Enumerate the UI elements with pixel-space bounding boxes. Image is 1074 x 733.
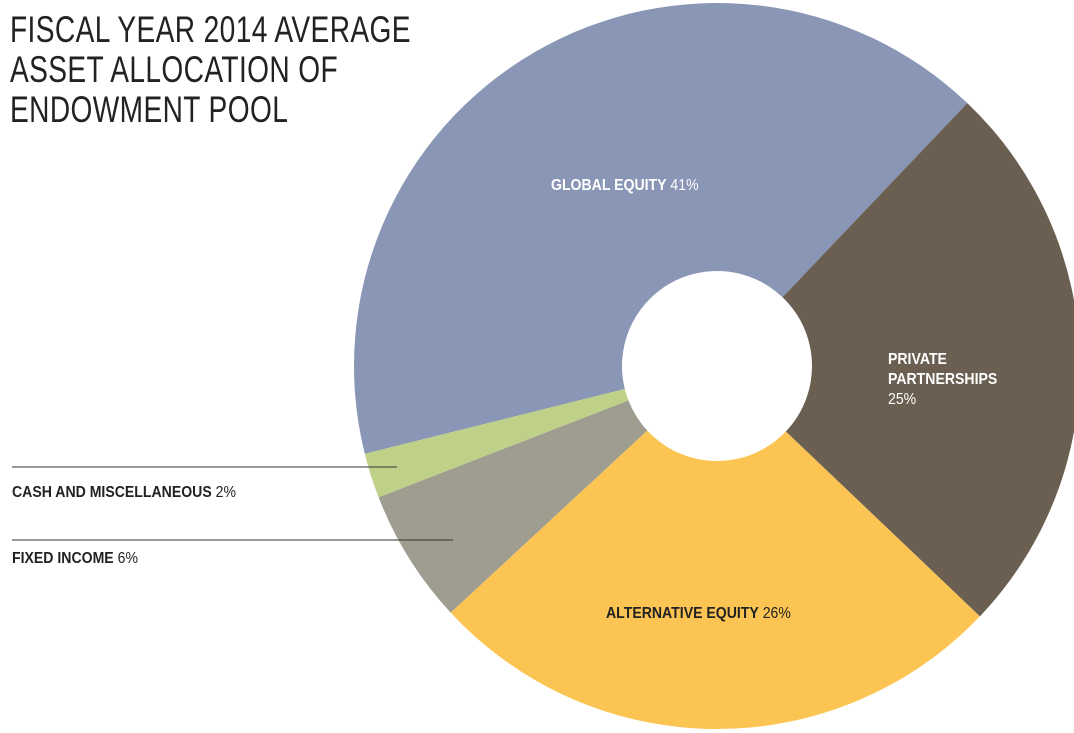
slice-name: PRIVATE PARTNERSHIPS bbox=[888, 351, 998, 388]
slice-label: ALTERNATIVE EQUITY 26% bbox=[606, 604, 870, 624]
slice-label: CASH AND MISCELLANEOUS 2% bbox=[12, 483, 320, 503]
donut-slice bbox=[378, 400, 648, 613]
donut-slice bbox=[364, 388, 629, 498]
slice-name: CASH AND MISCELLANEOUS bbox=[12, 484, 212, 501]
slice-label: GLOBAL EQUITY 41% bbox=[551, 176, 780, 196]
chart-title: FISCAL YEAR 2014 AVERAGE ASSET ALLOCATIO… bbox=[10, 9, 411, 130]
donut-slice bbox=[782, 103, 1074, 617]
donut-slice bbox=[450, 430, 980, 729]
slice-name: GLOBAL EQUITY bbox=[551, 177, 667, 194]
slice-name: ALTERNATIVE EQUITY bbox=[606, 605, 759, 622]
slice-value: 41% bbox=[670, 177, 699, 194]
slice-value: 6% bbox=[117, 550, 138, 567]
donut-slice bbox=[354, 3, 968, 454]
slice-label: FIXED INCOME 6% bbox=[12, 549, 276, 569]
slice-value: 2% bbox=[215, 484, 237, 501]
slice-name: FIXED INCOME bbox=[12, 550, 114, 567]
slice-value: 26% bbox=[762, 605, 791, 622]
slice-value: 25% bbox=[888, 391, 917, 408]
slice-label: PRIVATE PARTNERSHIPS 25% bbox=[888, 350, 1020, 410]
